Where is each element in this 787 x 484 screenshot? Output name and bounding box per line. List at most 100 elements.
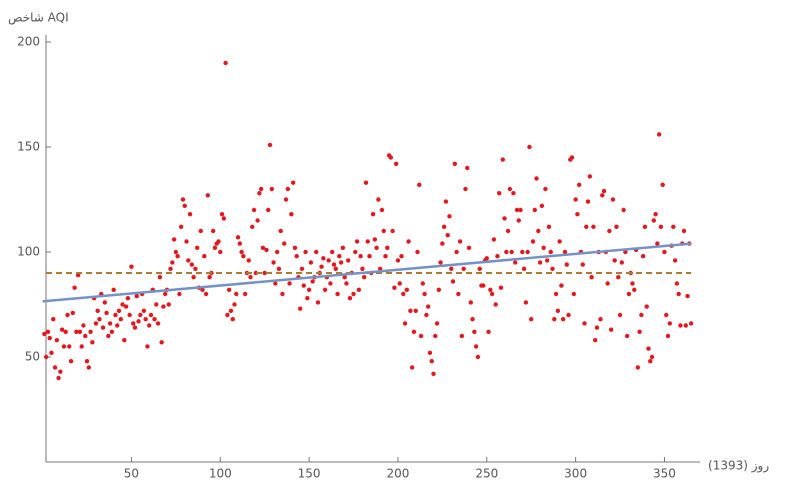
data-point (155, 321, 161, 326)
data-point (74, 329, 79, 334)
data-point (267, 142, 273, 148)
data-point (308, 260, 314, 265)
data-point (49, 350, 54, 355)
data-point (129, 264, 134, 269)
data-point (557, 239, 562, 244)
data-point (450, 279, 456, 284)
data-point (504, 249, 509, 255)
data-point (310, 279, 315, 284)
data-point (372, 237, 378, 242)
data-point (358, 254, 363, 259)
data-point (502, 216, 507, 221)
data-point (77, 329, 83, 334)
data-point (379, 207, 385, 213)
data-point (147, 323, 152, 328)
data-point (571, 291, 577, 297)
data-point (97, 317, 102, 322)
data-point (404, 287, 410, 292)
data-point (68, 359, 74, 364)
data-point (122, 338, 127, 343)
data-point (411, 329, 417, 334)
data-point (223, 60, 228, 66)
data-point (468, 300, 473, 305)
data-point (388, 155, 394, 160)
data-point (219, 212, 225, 217)
data-point (422, 291, 427, 297)
data-point (184, 239, 189, 244)
data-point (447, 214, 452, 219)
data-point (614, 224, 619, 229)
data-point (649, 354, 655, 360)
data-point (346, 258, 351, 263)
data-point (616, 275, 621, 280)
data-point (491, 237, 497, 242)
data-point (598, 317, 603, 322)
data-point (226, 287, 232, 292)
data-point (282, 241, 287, 246)
data-point (630, 281, 635, 286)
data-point (660, 182, 665, 187)
data-point (569, 155, 575, 160)
data-point (626, 291, 632, 297)
data-point (500, 157, 505, 162)
data-point (624, 333, 630, 339)
data-point (587, 174, 593, 179)
data-point (186, 258, 191, 263)
data-point (109, 329, 115, 334)
data-point (672, 258, 678, 263)
data-point (287, 281, 292, 286)
data-point (294, 254, 299, 259)
data-point (253, 270, 259, 276)
data-point (65, 312, 70, 318)
data-point (148, 312, 154, 318)
data-point (529, 317, 534, 322)
data-point (393, 161, 399, 166)
data-point (79, 344, 84, 349)
data-point (456, 291, 461, 297)
data-point (42, 331, 47, 337)
data-point (413, 308, 418, 313)
data-point (173, 249, 179, 255)
data-point (497, 191, 502, 196)
data-point (257, 191, 262, 196)
data-point (104, 310, 109, 316)
data-point (470, 317, 475, 322)
data-point (178, 224, 184, 229)
data-point (228, 308, 234, 313)
x-tick-label: 300 (564, 467, 587, 481)
data-point (688, 321, 694, 326)
data-point (592, 338, 598, 343)
data-point (493, 302, 498, 307)
data-point (273, 281, 278, 286)
data-point (632, 287, 637, 292)
data-point (274, 249, 280, 255)
data-point (123, 304, 129, 309)
data-point (605, 281, 610, 286)
x-tick-label: 100 (209, 467, 232, 481)
data-point (326, 258, 331, 263)
data-point (361, 275, 367, 280)
data-point (433, 333, 438, 339)
data-point (212, 245, 218, 250)
data-point (548, 249, 553, 255)
data-point (43, 354, 49, 360)
data-point (639, 312, 644, 318)
data-point (461, 266, 466, 271)
data-point (610, 197, 616, 202)
data-point (385, 245, 390, 250)
data-point (617, 312, 623, 318)
data-point (138, 312, 143, 318)
data-point (367, 254, 372, 259)
data-point (530, 239, 536, 244)
data-point (189, 262, 195, 267)
x-tick-label: 150 (298, 467, 321, 481)
data-point (255, 218, 260, 223)
data-point (427, 350, 433, 355)
data-point (342, 275, 347, 280)
data-point (656, 132, 662, 137)
data-point (443, 199, 449, 204)
x-axis-label: روز (1393) (708, 459, 769, 474)
data-point (511, 191, 516, 196)
data-point (269, 186, 275, 192)
data-point (514, 207, 520, 213)
